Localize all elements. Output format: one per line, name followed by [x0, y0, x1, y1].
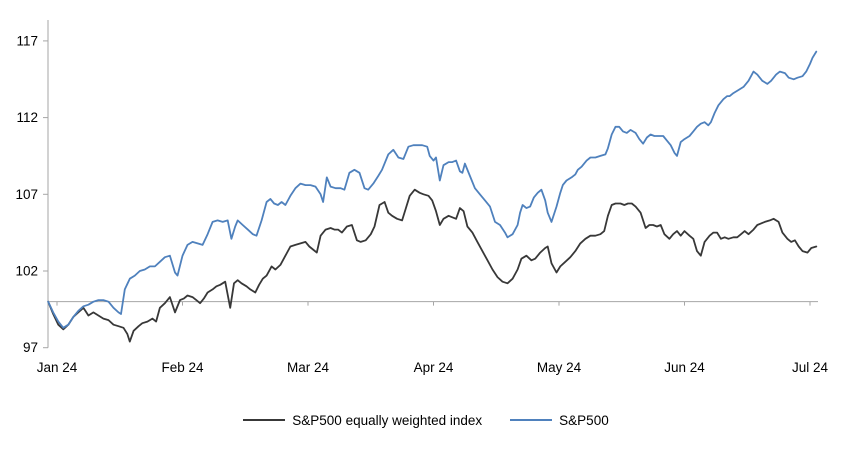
x-axis-tick-label: Jan 24 — [37, 360, 78, 375]
x-axis-tick-label: Jul 24 — [792, 360, 829, 375]
x-axis-tick-label: Jun 24 — [664, 360, 705, 375]
legend-item-equal-weight: S&P500 equally weighted index — [243, 413, 482, 428]
series-line-sp500 — [47, 50, 818, 329]
y-axis-tick-label: 107 — [15, 187, 38, 202]
x-axis-tick-label: May 24 — [537, 360, 582, 375]
series-line-equal-weight — [47, 188, 818, 343]
y-axis-tick-label: 112 — [16, 110, 38, 125]
chart-container: 97 102 107 112 117 Jan 24 Feb 24 Mar 24 Apr 24 Ma… — [15, 20, 829, 375]
x-axis-tick-label: Feb 24 — [161, 360, 204, 375]
legend-item-sp500: S&P500 — [510, 413, 609, 428]
chart-plot: 97 102 107 112 117 Jan 24 Feb 24 Mar 24 Apr 24 Ma… — [15, 20, 829, 375]
chart-legend: S&P500 equally weighted index S&P500 — [0, 405, 852, 435]
x-axis-tick-label: Apr 24 — [414, 360, 454, 375]
y-axis-tick-label: 97 — [23, 340, 38, 355]
y-axis-tick-label: 102 — [15, 264, 38, 279]
x-axis-tick-label: Mar 24 — [287, 360, 330, 375]
legend-label-sp500: S&P500 — [559, 412, 609, 428]
legend-swatch-sp500 — [510, 419, 553, 421]
y-axis-tick-label: 117 — [16, 33, 38, 48]
legend-swatch-equal-weight — [243, 419, 286, 421]
legend-label-equal-weight: S&P500 equally weighted index — [292, 412, 483, 428]
